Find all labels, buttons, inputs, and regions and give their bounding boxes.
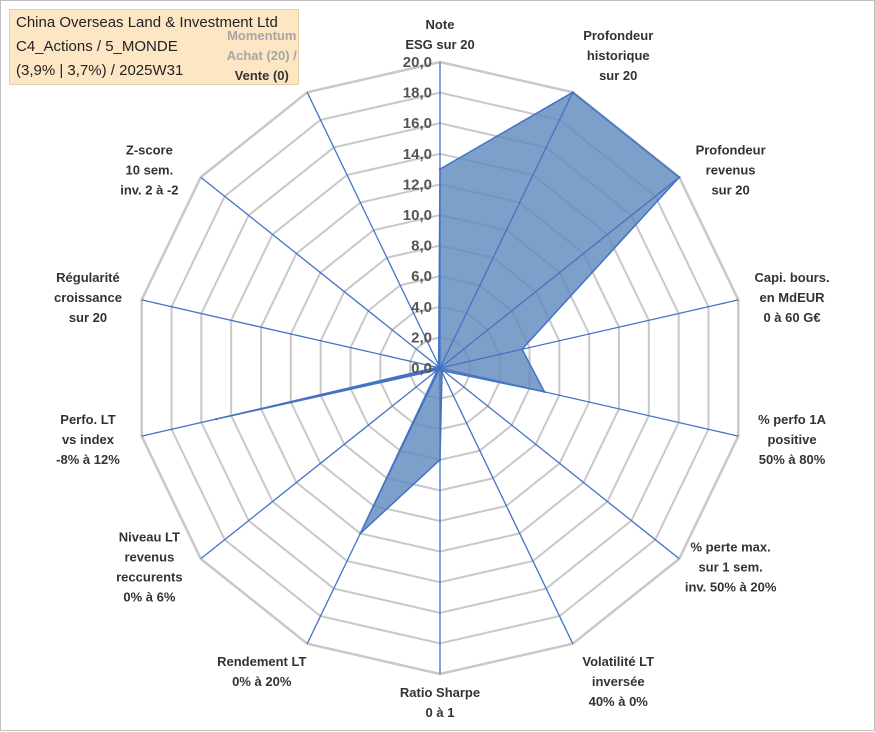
axis-label-line: positive bbox=[767, 432, 816, 447]
axis-label-8: Rendement LT 0% à 20% bbox=[217, 654, 306, 689]
axis-label-0: Note ESG sur 20 bbox=[405, 17, 474, 52]
axis-spoke bbox=[439, 367, 574, 644]
tick-label: 20,0 bbox=[403, 54, 432, 71]
chart-title-line-2: C4_Actions / 5_MONDE bbox=[16, 38, 178, 55]
axis-label-line: Momentum bbox=[227, 28, 296, 43]
axis-label-line: Vente (0) bbox=[235, 68, 289, 83]
axis-label-line: revenus bbox=[706, 163, 756, 178]
axis-label-line: croissance bbox=[54, 290, 122, 305]
axis-label-line: Note bbox=[426, 17, 455, 32]
chart-title-box: China Overseas Land & Investment Ltd C4_… bbox=[9, 9, 299, 85]
axis-spoke bbox=[200, 367, 441, 560]
axis-label-11: Régularité croissance sur 20 bbox=[54, 270, 122, 325]
axis-label-3: Capi. bours. en MdEUR 0 à 60 G€ bbox=[754, 270, 829, 325]
axis-label-line: Rendement LT bbox=[217, 654, 306, 669]
tick-label: 0,0 bbox=[411, 360, 432, 377]
axis-label-4: % perfo 1A positive 50% à 80% bbox=[758, 412, 827, 467]
radar-data bbox=[215, 91, 681, 535]
tick-label: 2,0 bbox=[411, 329, 432, 346]
tick-label: 8,0 bbox=[411, 238, 432, 255]
tick-label: 16,0 bbox=[403, 115, 432, 132]
axis-label-line: sur 20 bbox=[599, 68, 637, 83]
tick-label: 14,0 bbox=[403, 146, 432, 163]
axis-label-line: 40% à 0% bbox=[589, 694, 649, 709]
axis-label-line: Perfo. LT bbox=[60, 412, 115, 427]
tick-label: 10,0 bbox=[403, 207, 432, 224]
axis-label-line: sur 20 bbox=[711, 183, 749, 198]
axis-spoke bbox=[306, 367, 441, 644]
radar-spokes bbox=[141, 62, 739, 674]
data-series-area bbox=[216, 91, 681, 534]
axis-label-10: Perfo. LT vs index -8% à 12% bbox=[56, 412, 120, 467]
axis-label-line: Profondeur bbox=[696, 143, 766, 158]
axis-label-line: sur 20 bbox=[69, 310, 107, 325]
chart-title-line-1: China Overseas Land & Investment Ltd bbox=[16, 14, 278, 31]
axis-label-line: 10 sem. bbox=[126, 163, 174, 178]
axis-spoke bbox=[439, 92, 574, 369]
axis-spoke bbox=[439, 367, 680, 560]
axis-label-line: Z-score bbox=[126, 143, 173, 158]
axis-label-line: Profondeur bbox=[583, 28, 653, 43]
axis-label-line: inv. 2 à -2 bbox=[120, 183, 178, 198]
axis-label-line: 50% à 80% bbox=[759, 452, 826, 467]
axis-label-line: ESG sur 20 bbox=[405, 37, 474, 52]
tick-label: 18,0 bbox=[403, 85, 432, 102]
axis-label-1: Profondeur historique sur 20 bbox=[583, 28, 653, 83]
axis-label-line: Régularité bbox=[56, 270, 120, 285]
axis-label-line: 0 à 60 G€ bbox=[763, 310, 820, 325]
axis-label-line: inv. 50% à 20% bbox=[685, 579, 777, 594]
axis-label-line: -8% à 12% bbox=[56, 452, 120, 467]
axis-label-7: Ratio Sharpe 0 à 1 bbox=[400, 685, 480, 720]
axis-label-line: 0 à 1 bbox=[426, 705, 455, 720]
axis-spoke bbox=[439, 367, 739, 437]
axis-label-line: Achat (20) / bbox=[227, 48, 297, 63]
axis-label-line: vs index bbox=[62, 432, 115, 447]
axis-label-line: revenus bbox=[124, 549, 174, 564]
axis-label-line: historique bbox=[587, 48, 650, 63]
radar-axis-labels: Note ESG sur 20 Profondeur historique sur 20… bbox=[54, 17, 830, 720]
axis-spoke bbox=[439, 299, 739, 369]
axis-label-line: reccurents bbox=[116, 569, 182, 584]
axis-spoke bbox=[200, 176, 441, 369]
axis-label-line: 0% à 20% bbox=[232, 674, 292, 689]
axis-label-line: Niveau LT bbox=[119, 529, 180, 544]
axis-spoke bbox=[439, 176, 680, 369]
axis-label-line: inversée bbox=[592, 674, 645, 689]
axis-label-line: % perfo 1A bbox=[758, 412, 827, 427]
tick-label: 6,0 bbox=[411, 268, 432, 285]
axis-label-line: sur 1 sem. bbox=[698, 559, 762, 574]
radar-tick-labels: 0,0 2,0 4,0 6,0 8,0 10,0 12,0 14,0 16,0 18,0 20,0 bbox=[403, 54, 432, 377]
axis-label-2: Profondeur revenus sur 20 bbox=[696, 143, 766, 198]
axis-label-line: en MdEUR bbox=[760, 290, 826, 305]
axis-spoke bbox=[141, 299, 441, 369]
axis-label-line: 0% à 6% bbox=[123, 589, 175, 604]
axis-spoke bbox=[306, 92, 441, 369]
axis-label-line: Capi. bours. bbox=[754, 270, 829, 285]
axis-label-6: Volatilité LT inversée 40% à 0% bbox=[582, 654, 654, 709]
axis-label-9: Niveau LT revenus reccurents 0% à 6% bbox=[116, 529, 182, 604]
axis-label-5: % perte max. sur 1 sem. inv. 50% à 20% bbox=[685, 539, 777, 594]
axis-spoke bbox=[141, 367, 441, 437]
tick-label: 12,0 bbox=[403, 176, 432, 193]
axis-label-12: Z-score 10 sem. inv. 2 à -2 bbox=[120, 143, 178, 198]
axis-label-line: Ratio Sharpe bbox=[400, 685, 480, 700]
axis-label-line: Volatilité LT bbox=[582, 654, 654, 669]
chart-title-line-3: (3,9% | 3,7%) / 2025W31 bbox=[16, 62, 184, 79]
tick-label: 4,0 bbox=[411, 299, 432, 316]
axis-label-line: % perte max. bbox=[691, 539, 771, 554]
axis-label-13: Momentum Achat (20) / Vente (0) bbox=[227, 28, 297, 83]
